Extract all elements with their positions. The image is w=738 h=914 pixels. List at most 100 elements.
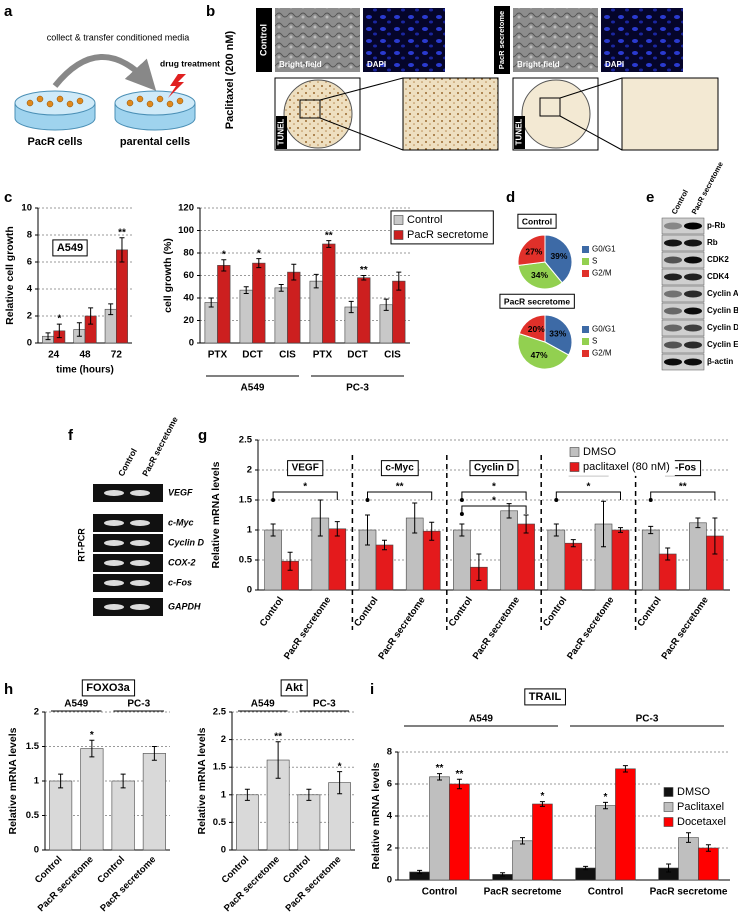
significance: **: [274, 731, 282, 742]
bar: [274, 287, 288, 344]
legend-label: G2/M: [592, 269, 612, 278]
error-bar: [270, 523, 276, 537]
x-tick-label: PacR secretome: [650, 887, 728, 898]
significance: **: [456, 769, 464, 780]
legend-label: S: [592, 337, 597, 346]
significance: *: [338, 761, 342, 772]
image-label: TUNEL: [277, 119, 286, 146]
bar: [239, 289, 253, 344]
y-tick-label: 2: [247, 465, 252, 476]
legend: Control PacR secretome: [393, 214, 488, 241]
y-tick-label: 1.5: [213, 762, 227, 773]
bar: [252, 262, 266, 344]
row-label: Cyclin A: [707, 289, 738, 298]
x-tick-label: PacR secretome: [659, 595, 710, 662]
bar: [517, 523, 535, 591]
bar: [595, 805, 616, 881]
legend-swatch: [582, 270, 589, 277]
y-axis-label: cell growth (%): [162, 238, 174, 313]
blot-band: [684, 290, 702, 298]
panel-label: h: [4, 681, 13, 698]
blot-lane: [661, 251, 705, 269]
group-label: PacR secretome: [497, 11, 506, 69]
error-bar: [45, 332, 51, 341]
y-tick-label: 100: [178, 225, 194, 236]
legend-label: PacR secretome: [407, 229, 488, 241]
x-tick-label: CIS: [384, 350, 401, 361]
bar: [287, 271, 301, 344]
row-label: Cyclin B: [707, 306, 738, 315]
bracket-dot: [554, 498, 559, 502]
row-label: p-Rb: [707, 221, 725, 230]
significance: **: [360, 265, 368, 276]
column-label: PacR secretome: [690, 160, 725, 216]
legend-swatch: [582, 350, 589, 357]
blot-band: [684, 324, 702, 332]
y-tick-label: 0.5: [239, 555, 253, 566]
slice-label: 20%: [528, 324, 545, 334]
y-tick-label: 2: [221, 734, 226, 745]
bar: [80, 748, 104, 851]
y-tick-label: 4: [387, 811, 393, 822]
gel-band: [130, 490, 150, 496]
gel-band: [104, 540, 124, 546]
x-tick-label: PacR secretome: [565, 595, 616, 662]
column-label: Control: [670, 188, 690, 216]
panel-label: e: [646, 189, 654, 206]
y-tick-label: 2: [387, 843, 392, 854]
legend-box: [567, 442, 675, 476]
row-label: CDK4: [707, 272, 729, 281]
error-bar: [287, 551, 293, 571]
y-axis-label: Relative mRNA levels: [7, 727, 19, 834]
label-box: [81, 679, 136, 697]
group-label: Control: [258, 24, 268, 56]
error-bar: [500, 872, 506, 877]
y-tick-label: 1: [34, 776, 40, 787]
group-label: c-Myc: [385, 463, 414, 474]
label-box: [469, 460, 519, 477]
error-bar: [317, 499, 323, 537]
gel-band: [130, 580, 150, 586]
y-tick-label: 60: [183, 270, 194, 281]
bracket-dot: [365, 498, 370, 502]
bar: [111, 780, 135, 851]
group-label: VEGF: [292, 463, 319, 474]
bar: [615, 768, 636, 881]
error-bar: [313, 273, 319, 289]
legend-swatch: [663, 817, 674, 827]
error-bar: [361, 275, 367, 281]
error-bar: [108, 303, 114, 316]
error-bar: [429, 521, 435, 541]
panel-label: i: [370, 681, 374, 698]
gel-lane: [93, 554, 163, 572]
arrow: [52, 54, 157, 91]
bar: [375, 544, 394, 591]
pie-slice: [517, 261, 563, 290]
error-bar: [291, 263, 297, 281]
bar: [142, 753, 166, 851]
blot-lane: [661, 217, 705, 235]
bar: [204, 302, 218, 344]
error-bar: [412, 502, 418, 534]
y-tick-label: 2.5: [239, 435, 253, 446]
error-bar: [334, 521, 340, 537]
blot-band: [664, 341, 682, 349]
x-tick-label: 48: [79, 350, 91, 361]
gel-band: [104, 520, 124, 526]
error-bar: [256, 258, 262, 269]
slice-label: 47%: [531, 350, 548, 360]
y-tick-label: 0: [27, 338, 32, 349]
bar: [453, 529, 471, 591]
error-bar: [437, 773, 442, 781]
error-bar: [539, 801, 545, 807]
bracket: [555, 491, 621, 500]
gel-lane: [93, 598, 163, 616]
chart-title: A549: [57, 242, 83, 254]
legend-swatch: [569, 462, 580, 472]
blot-band: [664, 290, 682, 298]
bar: [328, 528, 347, 591]
bar: [547, 529, 566, 591]
gel-band: [130, 520, 150, 526]
legend-swatch: [393, 215, 404, 225]
label-box: [287, 460, 324, 477]
